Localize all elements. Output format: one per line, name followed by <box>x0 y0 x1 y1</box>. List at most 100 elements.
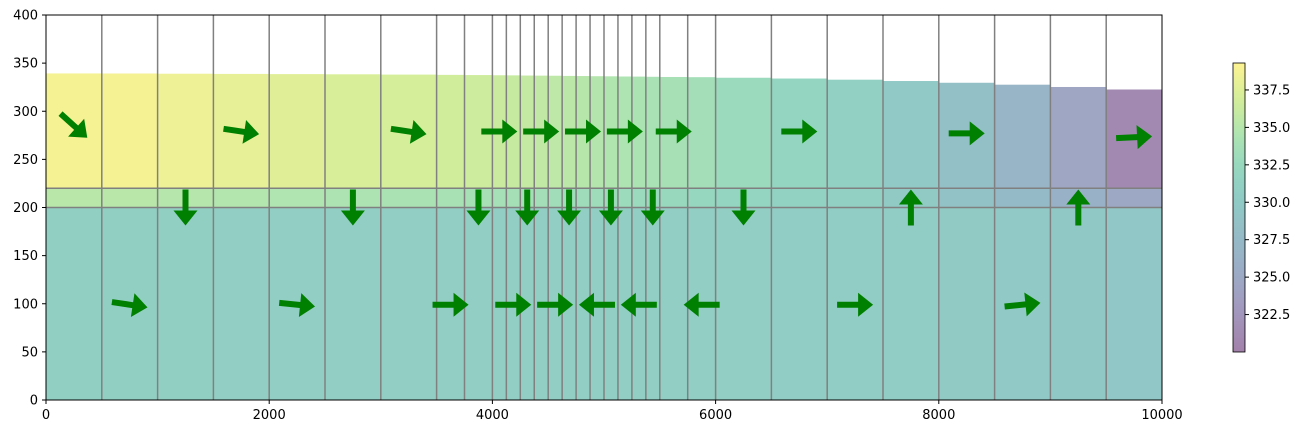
y-tick-label: 400 <box>13 9 38 24</box>
lower-layer-cell <box>771 207 828 400</box>
confining-layer-cell <box>938 188 996 208</box>
colorbar-tick-label: 330.0 <box>1253 196 1290 211</box>
upper-layer-cell <box>157 73 214 189</box>
confining-layer-cell <box>101 188 159 208</box>
flow-arrow <box>466 189 491 226</box>
flow-arrow <box>390 120 427 144</box>
x-tick-label: 10000 <box>1141 408 1182 423</box>
upper-layer-cell <box>645 76 661 189</box>
lower-layer-cell <box>157 207 214 400</box>
flow-arrow <box>598 189 623 226</box>
flow-arrow <box>837 292 874 317</box>
y-tick-label: 250 <box>13 153 38 168</box>
confining-layer-cell <box>827 188 884 208</box>
upper-layer-cell <box>325 74 382 189</box>
lower-layer-cell <box>380 207 438 400</box>
lower-layer-cell <box>213 207 270 400</box>
x-tick-label: 0 <box>42 408 50 423</box>
colorbar: 322.5 325.0 327.5 330.0 332.5 335.0 337.5 <box>1232 62 1290 353</box>
confining-layer-cell <box>506 188 521 208</box>
colorbar-tick-label: 335.0 <box>1253 121 1290 136</box>
flow-arrow <box>173 189 198 226</box>
flow-arrow <box>565 119 602 144</box>
flow-vectors <box>58 111 1153 318</box>
x-tick-label: 4000 <box>476 408 509 423</box>
confining-layer-cell <box>548 188 563 208</box>
upper-layer-cell <box>101 73 159 189</box>
flow-arrow <box>1066 189 1091 226</box>
x-tick-label: 8000 <box>922 408 955 423</box>
flow-arrow <box>557 189 582 226</box>
lower-layer-cell <box>659 207 689 400</box>
lower-layer-cell <box>325 207 382 400</box>
flow-arrow <box>640 189 665 226</box>
flow-arrow <box>278 293 316 317</box>
confining-layer-cell <box>687 188 717 208</box>
flow-arrow <box>898 189 923 226</box>
x-tick-label: 2000 <box>253 408 286 423</box>
colorbar-tick-label: 322.5 <box>1253 308 1290 323</box>
confining-layer-cell <box>771 188 828 208</box>
upper-layer-cell <box>436 74 465 189</box>
colorbar-tick-label: 327.5 <box>1253 233 1290 248</box>
flow-arrow <box>523 119 560 144</box>
colorbar-tick-label: 325.0 <box>1253 271 1290 286</box>
flow-arrow <box>495 292 532 317</box>
y-tick-label: 350 <box>13 57 38 72</box>
flow-arrow <box>781 119 818 144</box>
lower-layer-cell <box>1050 207 1107 400</box>
upper-layer-cell <box>687 77 717 189</box>
lower-layer-cell <box>46 207 103 400</box>
lower-layer-cell <box>715 207 772 400</box>
x-tick-label: 6000 <box>699 408 732 423</box>
colorbar-tick-label: 332.5 <box>1253 158 1290 173</box>
confining-layer-cell <box>46 188 103 208</box>
flow-arrow <box>731 189 756 226</box>
flow-arrow <box>1115 125 1153 150</box>
flow-arrow <box>683 292 720 317</box>
y-tick-label: 200 <box>13 201 38 216</box>
confining-layer-cell <box>380 188 438 208</box>
confining-layer-cell <box>659 188 689 208</box>
flow-arrow <box>481 119 518 144</box>
confining-layer-cell <box>631 188 647 208</box>
y-tick-label: 100 <box>13 297 38 312</box>
flow-arrow <box>1004 292 1041 317</box>
upper-layer-cell <box>269 74 326 189</box>
colorbar-tick-label: 337.5 <box>1253 83 1290 98</box>
colorbar-scale <box>1232 62 1246 353</box>
y-tick-label: 0 <box>30 394 38 409</box>
confining-layer-cell <box>576 188 591 208</box>
flow-arrow <box>578 292 615 317</box>
confining-layer-cell <box>1106 188 1163 208</box>
lower-layer-cell <box>464 207 493 400</box>
upper-layer-cell <box>883 81 940 189</box>
confining-layer-cell <box>492 188 507 208</box>
flow-arrow <box>432 292 469 317</box>
confining-layer-cell <box>534 188 549 208</box>
flow-arrow <box>620 292 657 317</box>
y-tick-label: 300 <box>13 105 38 120</box>
confining-layer-cell <box>994 188 1051 208</box>
upper-layer-cell <box>715 77 772 189</box>
y-axis: 0 50 100 150 200 250 300 350 400 <box>13 9 46 409</box>
flow-arrow <box>111 293 148 318</box>
confining-layer-cell <box>590 188 605 208</box>
flow-arrow <box>606 119 643 144</box>
y-tick-label: 150 <box>13 249 38 264</box>
confining-layer-cell <box>213 188 270 208</box>
confining-layer-cell <box>617 188 633 208</box>
x-axis: 0 2000 4000 6000 8000 10000 <box>42 400 1183 423</box>
lower-layer-cell <box>883 207 940 400</box>
flow-arrow <box>655 119 692 144</box>
flow-arrow <box>537 292 574 317</box>
y-tick-label: 50 <box>21 345 38 360</box>
upper-layer-cell <box>827 79 884 189</box>
upper-layer-cell <box>1050 86 1107 189</box>
confining-layer-cell <box>269 188 326 208</box>
flow-arrow <box>58 111 88 138</box>
upper-layer-cell <box>994 84 1051 189</box>
confining-layer-cell <box>436 188 465 208</box>
flow-arrow <box>515 189 540 226</box>
